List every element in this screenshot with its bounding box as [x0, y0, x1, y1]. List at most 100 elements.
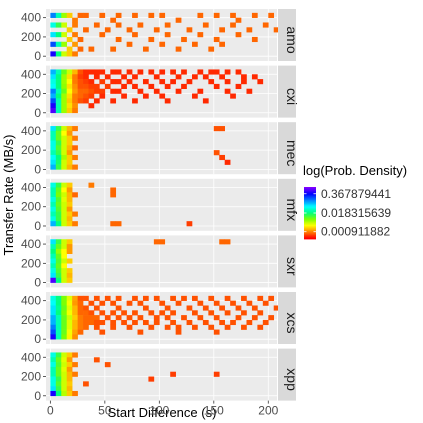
heatmap-cell — [115, 12, 122, 18]
heatmap-cell — [50, 357, 57, 363]
heatmap-cell — [61, 253, 68, 259]
colorbar-segment — [304, 196, 316, 198]
heatmap-cell — [66, 221, 73, 227]
heatmap-cell — [72, 390, 78, 397]
heatmap-cell — [83, 315, 89, 321]
heatmap-cell — [88, 103, 95, 109]
heatmap-cell — [66, 12, 73, 18]
heatmap-cell — [61, 93, 68, 99]
heatmap-cell — [50, 187, 57, 193]
heatmap-cell — [219, 126, 225, 132]
heatmap-cell — [55, 98, 62, 104]
heatmap-cell — [126, 324, 133, 330]
heatmap-cell — [61, 197, 68, 203]
heatmap-cell — [88, 79, 95, 85]
heatmap-cell — [115, 22, 122, 28]
heatmap-cell — [72, 315, 78, 321]
heatmap-cell — [181, 315, 187, 321]
heatmap-cell — [164, 22, 171, 28]
heatmap-cell — [93, 83, 100, 90]
heatmap-cell — [55, 130, 62, 136]
heatmap-cell — [121, 93, 127, 99]
heatmap-cell — [66, 182, 73, 188]
heatmap-cell — [197, 300, 204, 306]
heatmap-cell — [50, 51, 57, 57]
heatmap-cell — [181, 83, 187, 90]
heatmap-cell — [88, 300, 95, 306]
x-axis-title: Start Difference (s) — [108, 405, 217, 420]
heatmap-cell — [50, 381, 57, 387]
heatmap-cells — [50, 12, 280, 57]
heatmap-cell — [126, 315, 133, 321]
heatmap-cell — [77, 329, 84, 335]
heatmap-cell — [83, 74, 89, 80]
heatmap-cell — [110, 319, 117, 326]
heatmap-cell — [50, 79, 57, 85]
colorbar-segment — [304, 200, 316, 202]
heatmap-cell — [50, 216, 57, 222]
heatmap-cell — [66, 46, 73, 52]
heatmap-cell — [121, 74, 127, 80]
heatmap-cell — [72, 192, 78, 198]
heatmap-cell — [66, 150, 73, 156]
y-tick-label: 0 — [34, 332, 41, 346]
heatmap-cell — [61, 206, 68, 212]
heatmap-cell — [61, 371, 68, 377]
colorbar-segment — [304, 189, 316, 192]
heatmap-cell — [50, 159, 57, 165]
heatmap-cell — [72, 51, 78, 57]
heatmap-cell — [213, 150, 220, 156]
heatmap-cell — [273, 305, 280, 311]
heatmap-cell — [72, 22, 78, 28]
heatmap-cell — [55, 371, 62, 377]
heatmap-cell — [148, 69, 155, 75]
heatmap-cell — [72, 83, 78, 90]
heatmap-cell — [142, 305, 149, 311]
colorbar-segment — [304, 235, 316, 237]
heatmap-cell — [148, 83, 155, 90]
heatmap-cell — [186, 319, 193, 326]
y-tick-label: 0 — [34, 162, 41, 176]
heatmap-cell — [213, 36, 220, 43]
heatmap-cell — [83, 305, 89, 311]
heatmap-cell — [77, 74, 84, 80]
heatmap-cell — [181, 36, 187, 43]
heatmap-cell — [55, 272, 62, 279]
heatmap-cell — [55, 381, 62, 387]
heatmap-cell — [61, 211, 68, 217]
heatmap-cell — [72, 300, 78, 306]
heatmap-cell — [224, 310, 231, 316]
heatmap-cell — [202, 74, 209, 80]
heatmap-cell — [93, 69, 100, 75]
heatmap-cell — [55, 182, 62, 188]
heatmap-cell — [186, 79, 193, 85]
heatmap-cell — [99, 12, 106, 18]
heatmap-cell — [72, 352, 78, 358]
panel-xpp: xpp 0 200 400 — [21, 348, 300, 403]
heatmap-cell — [61, 154, 68, 161]
heatmap-cell — [66, 216, 73, 222]
heatmap-cell — [93, 74, 100, 80]
heatmap-cell — [137, 315, 144, 321]
heatmap-cell — [115, 315, 122, 321]
heatmap-cell — [50, 376, 57, 382]
heatmap-cell — [251, 36, 258, 43]
heatmap-cell — [93, 305, 100, 311]
heatmap-cell — [55, 126, 62, 132]
heatmap-cell — [66, 197, 73, 203]
heatmap-cell — [55, 352, 62, 358]
heatmap-cell — [83, 69, 89, 75]
heatmap-cell — [72, 295, 78, 301]
heatmap-cell — [170, 295, 176, 301]
strip-background — [278, 122, 296, 175]
heatmap-cell — [246, 319, 253, 326]
heatmap-cell — [262, 22, 269, 28]
heatmap-cell — [61, 315, 68, 321]
heatmap-cell — [77, 12, 84, 18]
heatmap-cell — [72, 107, 78, 114]
heatmap-cell — [181, 295, 187, 301]
heatmap-cell — [208, 69, 215, 75]
heatmap-cell — [164, 32, 171, 38]
heatmap-cell — [213, 83, 220, 90]
heatmap-cell — [61, 192, 68, 198]
